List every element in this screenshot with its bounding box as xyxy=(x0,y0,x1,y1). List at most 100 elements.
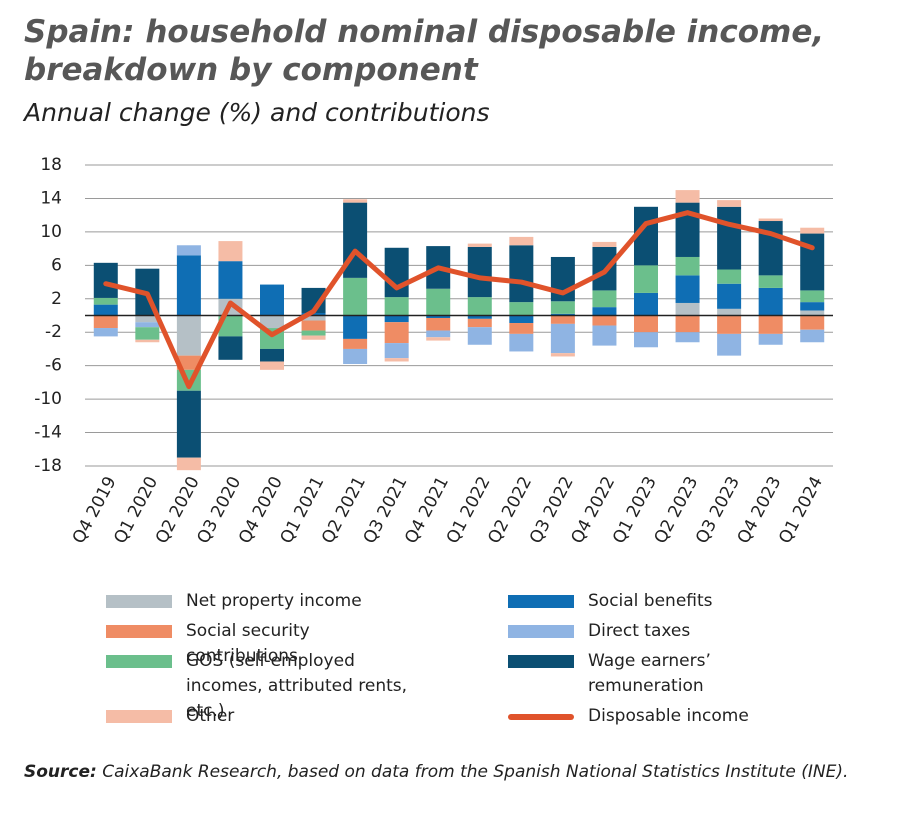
bar-segment xyxy=(301,330,326,336)
bar-segment xyxy=(800,227,825,234)
y-tick-label: 2 xyxy=(51,289,62,309)
bar-segment xyxy=(260,315,284,329)
legend-label: Net property income xyxy=(186,591,362,611)
bar-segment xyxy=(634,332,658,348)
legend-item: Other xyxy=(106,704,426,729)
bar-segment xyxy=(218,241,243,262)
bar-segment xyxy=(93,328,118,337)
bar-segment xyxy=(509,315,534,324)
bar-segment xyxy=(758,287,783,316)
bar-segment xyxy=(758,275,783,288)
y-tick-label: 6 xyxy=(51,255,62,275)
bar-segment xyxy=(426,315,451,319)
legend-item: Direct taxes xyxy=(508,619,758,644)
bar-segment xyxy=(550,323,575,354)
bar-segment xyxy=(301,315,326,321)
source-label: Source: xyxy=(24,762,97,782)
bar-segment xyxy=(675,315,700,333)
legend-item: Social security contributions xyxy=(106,619,426,669)
bar-segment xyxy=(301,335,326,340)
legend-swatch xyxy=(508,655,574,668)
legend-swatch xyxy=(508,595,574,608)
bar-segment xyxy=(426,288,451,316)
bar-segment xyxy=(550,315,575,324)
bar-segment xyxy=(550,353,575,357)
legend-swatch xyxy=(106,625,172,638)
bar-segment xyxy=(135,339,160,343)
legend-swatch xyxy=(508,625,574,638)
bar-segment xyxy=(426,318,451,331)
bar-segment xyxy=(218,261,243,299)
bar-segment xyxy=(634,315,658,333)
bar-segment xyxy=(550,313,575,316)
bar-segment xyxy=(93,304,118,316)
bar-segment xyxy=(467,297,492,316)
bar-segment xyxy=(343,348,368,364)
bar-segment xyxy=(93,315,118,329)
bar-segment xyxy=(592,315,617,326)
bar-segment xyxy=(384,297,409,316)
bar-segment xyxy=(260,348,284,362)
bar-segment xyxy=(260,284,284,316)
bar-segment xyxy=(384,322,409,344)
bar-segment xyxy=(717,206,742,270)
legend-label: Direct taxes xyxy=(588,621,691,641)
legend-item: Disposable income xyxy=(508,704,758,729)
bar-segment xyxy=(509,333,534,352)
bar-segment xyxy=(634,265,658,293)
bar-segment xyxy=(800,233,825,291)
legend-label: Wage earners’ remuneration xyxy=(588,651,711,696)
line-series xyxy=(103,210,815,390)
bar-segment xyxy=(592,325,617,346)
bar-segment xyxy=(717,333,742,356)
legend-label: Social security contributions xyxy=(186,621,310,666)
legend-swatch xyxy=(508,714,574,720)
bar-segment xyxy=(343,199,368,203)
bar-segment xyxy=(135,327,160,340)
bar-segment xyxy=(717,308,742,316)
bar-segment xyxy=(301,320,326,331)
y-tick-label: -18 xyxy=(34,456,62,476)
bar-segment xyxy=(93,297,118,305)
legend-label: GOS (self-employed incomes, attributed r… xyxy=(186,651,408,721)
legend-label: Disposable income xyxy=(588,706,749,726)
bar-segment xyxy=(758,315,783,334)
bar-segment xyxy=(467,315,492,319)
bar-segment xyxy=(467,246,492,298)
bar-segment xyxy=(675,332,700,343)
bar-segment xyxy=(675,190,700,203)
legend-item: GOS (self-employed incomes, attributed r… xyxy=(106,649,426,724)
bar-segment xyxy=(800,329,825,343)
y-tick-label: -14 xyxy=(34,423,62,443)
bar-segment xyxy=(800,290,825,303)
bar-segment xyxy=(135,315,160,323)
bar-segment xyxy=(218,315,243,337)
bar-segment xyxy=(592,307,617,316)
y-tick-label: -2 xyxy=(45,322,62,342)
bar-segment xyxy=(509,245,534,303)
bar-segment xyxy=(800,315,825,330)
bar-segment xyxy=(260,361,284,370)
bar-segment xyxy=(675,302,700,316)
bar-segment xyxy=(301,312,326,316)
bar-segment xyxy=(509,236,534,246)
legend-label: Other xyxy=(186,706,235,726)
legend-item: Net property income xyxy=(106,589,426,614)
legend-label: Social benefits xyxy=(588,591,713,611)
bar-segment xyxy=(176,245,201,256)
bar-segment xyxy=(343,315,368,339)
bar-segment xyxy=(176,390,201,458)
bar-segment xyxy=(467,243,492,247)
bar-segment xyxy=(343,338,368,349)
bar-segment xyxy=(384,358,409,362)
y-tick-label: -10 xyxy=(34,389,62,409)
y-tick-label: 14 xyxy=(40,188,62,208)
bar-segment xyxy=(758,333,783,345)
bar-segment xyxy=(176,315,201,356)
y-tick-label: -6 xyxy=(45,356,62,376)
bar-segment xyxy=(550,301,575,314)
bar-segment xyxy=(800,302,825,311)
bar-segment xyxy=(509,302,534,316)
bar-segment xyxy=(93,262,118,298)
